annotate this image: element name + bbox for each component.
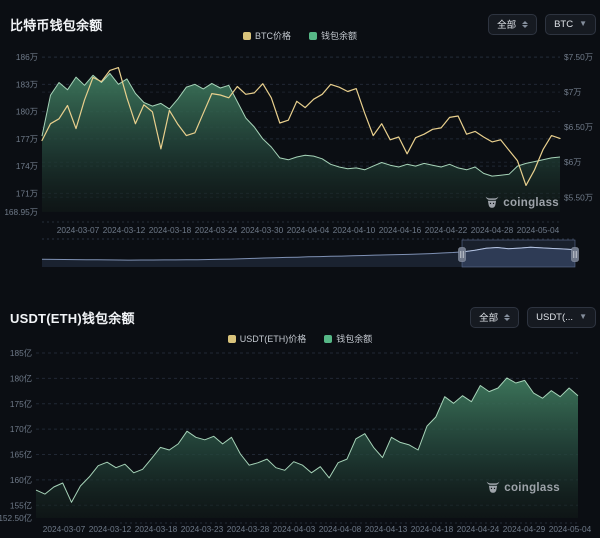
legend-item-wallet-balance[interactable]: 钱包余额 [324,332,372,345]
coinglass-watermark: coinglass [485,196,559,209]
svg-text:174万: 174万 [16,161,38,171]
sort-arrows-icon [522,20,529,28]
svg-text:165亿: 165亿 [10,450,32,460]
price-line [41,66,561,186]
left-axis-min-label: 152.50亿 [0,513,32,523]
svg-text:2024-04-13: 2024-04-13 [365,524,408,534]
coinglass-watermark: coinglass [486,481,560,494]
svg-text:$7.50万: $7.50万 [564,52,593,62]
svg-text:177万: 177万 [16,134,38,144]
svg-text:2024-04-22: 2024-04-22 [425,225,468,235]
left-axis-labels: 186万 183万 180万 177万 174万 171万 168.95万 [4,52,38,217]
svg-text:180亿: 180亿 [10,373,32,383]
left-axis-min-label: 168.95万 [4,207,38,217]
svg-text:2024-03-23: 2024-03-23 [181,524,224,534]
x-axis-labels: 2024-03-07 2024-03-12 2024-03-18 2024-03-23… [43,524,592,534]
svg-text:183万: 183万 [16,79,38,89]
svg-text:2024-03-24: 2024-03-24 [195,225,238,235]
btc-range-select-label: 全部 [497,20,517,32]
svg-text:2024-04-04: 2024-04-04 [287,225,330,235]
coinglass-bull-icon [486,481,500,493]
svg-text:$5.50万: $5.50万 [564,192,593,202]
coinglass-bull-icon [485,196,499,208]
chevron-down-icon: ▼ [579,312,587,322]
wallet-balance-area [36,377,578,518]
usdt-price-swatch-icon [227,334,236,343]
svg-text:2024-03-28: 2024-03-28 [227,524,270,534]
svg-text:2024-04-10: 2024-04-10 [333,225,376,235]
svg-text:$6.50万: $6.50万 [564,122,593,132]
svg-text:2024-04-03: 2024-04-03 [273,524,316,534]
svg-text:2024-04-08: 2024-04-08 [319,524,362,534]
svg-text:2024-05-04: 2024-05-04 [549,524,592,534]
legend-item-btc-price[interactable]: BTC价格 [242,29,291,42]
svg-text:2024-03-07: 2024-03-07 [43,524,86,534]
svg-text:160亿: 160亿 [10,475,32,485]
legend-label-wallet-balance: 钱包余额 [321,31,358,41]
svg-text:$6万: $6万 [564,157,582,167]
legend-item-usdt-price[interactable]: USDT(ETH)价格 [227,332,307,345]
usdt-symbol-select[interactable]: USDT(... ▼ [527,306,596,328]
svg-text:155亿: 155亿 [10,500,32,510]
svg-text:2024-03-18: 2024-03-18 [149,225,192,235]
svg-text:2024-04-16: 2024-04-16 [379,225,422,235]
usdt-panel-controls: 全部 USDT(... ▼ [470,306,596,328]
svg-text:2024-03-30: 2024-03-30 [241,225,284,235]
btc-panel-header: 比特币钱包余额 全部 BTC ▼ [10,6,596,42]
right-axis-labels: $7.50万 $7万 $6.50万 $6万 $5.50万 [564,52,593,202]
svg-text:2024-03-12: 2024-03-12 [89,524,132,534]
usdt-chart-legend: USDT(ETH)价格 钱包余额 [0,332,600,345]
usdt-wallet-chart-canvas[interactable]: 185亿 180亿 175亿 170亿 165亿 160亿 155亿 152.50亿 2024-… [0,295,600,538]
btc-wallet-chart-canvas[interactable]: 186万 183万 180万 177万 174万 171万 168.95万 $7.50万 $7万… [0,0,600,295]
legend-label-usdt-price: USDT(ETH)价格 [239,334,307,344]
legend-label-wallet-balance: 钱包余额 [336,334,373,344]
legend-label-btc-price: BTC价格 [254,31,291,41]
btc-range-select[interactable]: 全部 [488,13,538,35]
svg-text:2024-03-12: 2024-03-12 [103,225,146,235]
svg-text:171万: 171万 [16,188,38,198]
wallet-balance-line [41,72,561,177]
usdt-range-select-label: 全部 [479,313,499,325]
wallet-balance-swatch-icon [324,334,333,343]
svg-text:2024-04-18: 2024-04-18 [411,524,454,534]
svg-text:$7万: $7万 [564,87,582,97]
svg-text:2024-04-24: 2024-04-24 [457,524,500,534]
svg-text:2024-03-07: 2024-03-07 [57,225,100,235]
navigator-right-handle[interactable] [571,247,579,262]
svg-text:186万: 186万 [16,52,38,62]
usdt-panel-header: USDT(ETH)钱包余额 全部 USDT(... ▼ [10,299,596,335]
wallet-balance-swatch-icon [309,31,317,40]
btc-panel-controls: 全部 BTC ▼ [488,13,596,35]
svg-text:180万: 180万 [16,107,38,117]
usdt-symbol-select-label: USDT(... [536,311,574,323]
coinglass-watermark-label: coinglass [503,196,559,209]
sort-arrows-icon [504,313,511,321]
btc-price-swatch-icon [242,31,251,40]
svg-text:185亿: 185亿 [10,348,32,358]
usdt-range-select[interactable]: 全部 [470,306,520,328]
wallet-balance-area [42,73,560,213]
wallet-balance-line [35,377,579,503]
btc-wallet-panel: 比特币钱包余额 全部 BTC ▼ BTC价格 钱包余额 186万 183万 180万… [0,0,600,295]
svg-text:170亿: 170亿 [10,424,32,434]
btc-panel-title: 比特币钱包余额 [10,17,103,33]
svg-text:2024-04-28: 2024-04-28 [471,225,514,235]
usdt-wallet-panel: USDT(ETH)钱包余额 全部 USDT(... ▼ USDT(ETH)价格 … [0,295,600,538]
svg-text:2024-05-04: 2024-05-04 [517,225,560,235]
x-axis-labels: 2024-03-07 2024-03-12 2024-03-18 2024-03-24… [57,225,560,235]
svg-text:175亿: 175亿 [10,399,32,409]
left-axis-labels: 185亿 180亿 175亿 170亿 165亿 160亿 155亿 152.50亿 [0,348,32,523]
chevron-down-icon: ▼ [579,19,587,29]
btc-symbol-select[interactable]: BTC ▼ [545,13,596,35]
svg-text:2024-04-29: 2024-04-29 [503,524,546,534]
svg-text:2024-03-18: 2024-03-18 [135,524,178,534]
usdt-panel-title: USDT(ETH)钱包余额 [10,310,135,326]
btc-symbol-select-label: BTC [554,18,574,30]
coinglass-watermark-label: coinglass [504,481,560,494]
btc-chart-legend: BTC价格 钱包余额 [0,29,600,42]
navigator-left-handle[interactable] [458,247,466,262]
legend-item-wallet-balance[interactable]: 钱包余额 [309,29,357,42]
